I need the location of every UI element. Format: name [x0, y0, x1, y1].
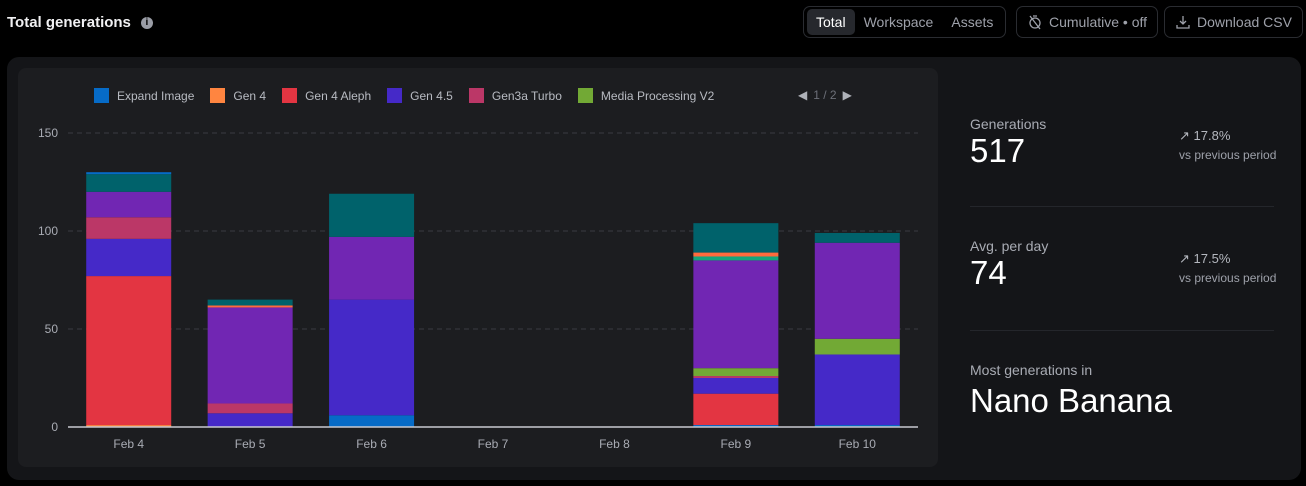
- divider: [970, 206, 1274, 207]
- bar-segment: [329, 415, 415, 427]
- legend-swatch: [577, 88, 593, 103]
- stat-value: 74: [970, 254, 1007, 291]
- legend-label: Gen 4 Aleph: [305, 88, 372, 103]
- stat-label: Avg. per day: [970, 238, 1049, 254]
- x-tick-label: Feb 6: [356, 437, 387, 451]
- trend-up-icon: ↗: [1179, 251, 1190, 266]
- y-tick-label: 150: [38, 126, 58, 140]
- legend-label: Expand Image: [117, 88, 195, 103]
- bar-segment: [329, 299, 415, 416]
- legend-item[interactable]: Gen 4.5: [387, 88, 453, 103]
- bar-segment: [814, 232, 900, 243]
- stat-most: Most generations in Nano Banana: [970, 362, 1172, 420]
- legend-item[interactable]: Gen3a Turbo: [468, 88, 562, 103]
- x-tick-label: Feb 4: [113, 437, 144, 451]
- legend-pager: ◀ 1 / 2 ▶: [798, 88, 852, 102]
- bar-segment: [86, 191, 172, 218]
- bar-segment: [86, 172, 172, 175]
- x-tick-label: Feb 5: [235, 437, 266, 451]
- bar-segment: [207, 307, 293, 404]
- delta-sub: vs previous period: [1179, 271, 1277, 285]
- prev-page-icon[interactable]: ◀: [798, 88, 808, 102]
- stat-value: 517: [970, 132, 1026, 169]
- title-text: Total generations: [7, 14, 131, 31]
- bar-segment: [693, 376, 779, 378]
- bar-segment: [814, 242, 900, 339]
- bar-segment: [693, 252, 779, 257]
- bar-segment: [86, 425, 172, 427]
- y-tick-label: 50: [45, 322, 59, 336]
- bar-segment: [693, 393, 779, 426]
- x-tick-label: Feb 8: [599, 437, 630, 451]
- legend-label: Media Processing V2: [600, 88, 715, 103]
- legend-item[interactable]: Media Processing V2: [577, 88, 715, 103]
- stat-generations: Generations 517: [970, 116, 1046, 170]
- legend-swatch: [387, 88, 403, 103]
- info-icon[interactable]: i: [140, 16, 153, 29]
- legend-swatch: [282, 88, 298, 103]
- legend-item[interactable]: Gen 4 Aleph: [282, 88, 371, 103]
- delta-sub: vs previous period: [1179, 148, 1277, 162]
- download-label: Download CSV: [1197, 14, 1292, 30]
- chart-legend: Expand Image Gen 4 Gen 4 Aleph Gen 4.5 Gen3a…: [94, 88, 714, 103]
- next-page-icon[interactable]: ▶: [842, 88, 852, 102]
- tab-workspace[interactable]: Workspace: [863, 14, 934, 30]
- stat-delta: ↗ 17.8% vs previous period: [1179, 128, 1276, 162]
- download-icon: [1176, 16, 1190, 29]
- divider: [970, 330, 1274, 331]
- delta-value: 17.5%: [1193, 251, 1231, 266]
- legend-label: Gen3a Turbo: [491, 88, 562, 103]
- view-tabs: Total Workspace Assets: [803, 6, 1007, 38]
- bar-segment: [693, 260, 779, 369]
- bar-segment: [207, 299, 293, 306]
- stat-label: Most generations in: [970, 362, 1093, 378]
- stat-delta: ↗ 17.5% vs previous period: [1179, 251, 1276, 285]
- bar-segment: [329, 193, 415, 237]
- cumulative-toggle[interactable]: Cumulative • off: [1016, 6, 1159, 38]
- stat-label: Generations: [970, 116, 1047, 132]
- bar-segment: [207, 413, 293, 427]
- delta-value: 17.8%: [1193, 128, 1231, 143]
- bar-segment: [86, 174, 172, 192]
- legend-swatch: [94, 88, 109, 103]
- bar-segment: [693, 378, 779, 394]
- legend-item[interactable]: Expand Image: [94, 88, 194, 103]
- chart-card: [18, 68, 938, 467]
- bar-segment: [207, 305, 293, 308]
- page-title: Total generations i: [7, 14, 153, 31]
- bar-segment: [86, 217, 172, 239]
- bar-segment: [693, 425, 779, 427]
- bar-segment: [86, 276, 172, 426]
- legend-label: Gen 4: [233, 88, 267, 103]
- y-tick-label: 100: [38, 224, 58, 238]
- bar-segment: [207, 403, 293, 414]
- y-tick-label: 0: [51, 420, 58, 434]
- legend-swatch: [210, 88, 226, 103]
- x-tick-label: Feb 9: [721, 437, 752, 451]
- pager-text: 1 / 2: [813, 88, 837, 102]
- bar-segment: [814, 354, 900, 426]
- bar-segment: [329, 236, 415, 300]
- legend-label: Gen 4.5: [410, 88, 453, 103]
- timer-off-icon: [1029, 15, 1041, 30]
- bar-segment: [693, 368, 779, 377]
- stat-avg: Avg. per day 74: [970, 238, 1048, 292]
- x-tick-label: Feb 7: [478, 437, 509, 451]
- x-tick-label: Feb 10: [839, 437, 877, 451]
- bar-segment: [814, 425, 900, 427]
- bar-segment: [693, 256, 779, 261]
- tab-assets[interactable]: Assets: [951, 14, 994, 30]
- trend-up-icon: ↗: [1179, 128, 1190, 143]
- tab-total[interactable]: Total: [807, 9, 855, 35]
- cumulative-label: Cumulative • off: [1049, 14, 1148, 30]
- download-csv-button[interactable]: Download CSV: [1164, 6, 1303, 38]
- bar-segment: [693, 223, 779, 253]
- legend-swatch: [468, 88, 484, 103]
- bar-segment: [814, 338, 900, 355]
- stat-value: Nano Banana: [970, 382, 1172, 419]
- bar-segment: [86, 238, 172, 277]
- legend-item[interactable]: Gen 4: [210, 88, 266, 103]
